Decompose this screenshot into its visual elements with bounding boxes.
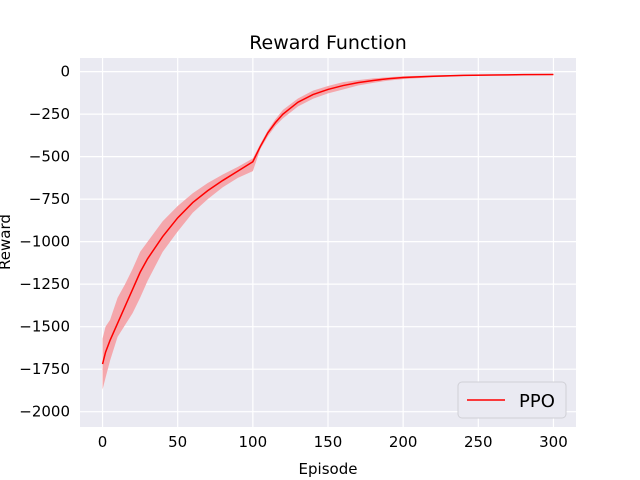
x-tick-label: 150 [314, 433, 343, 451]
series-lines [101, 73, 554, 365]
x-tick-label: 300 [539, 433, 568, 451]
y-axis-label: Reward [0, 214, 14, 270]
x-tick-label: 250 [464, 433, 493, 451]
series-line [101, 73, 554, 365]
legend-box [457, 381, 567, 419]
y-tick-label: −1250 [19, 275, 70, 293]
y-tick-label: −500 [29, 148, 70, 166]
y-tick-labels: 0 −250 −500 −750 −1000 −1250 −1500 −1750 −2000 [19, 63, 70, 421]
y-tick-label: −2000 [19, 403, 70, 421]
x-axis-label: Episode [299, 460, 358, 478]
x-tick-label: 50 [168, 433, 187, 451]
y-tick-label: −1500 [19, 318, 70, 336]
y-tick-label: −1750 [19, 360, 70, 378]
legend-label: PPO [519, 391, 555, 412]
legend: PPO [457, 381, 567, 419]
x-tick-label: 200 [389, 433, 418, 451]
grid-lines [80, 58, 576, 427]
y-tick-label: 0 [60, 63, 70, 81]
y-tick-label: −1000 [19, 233, 70, 251]
x-tick-label: 100 [239, 433, 268, 451]
y-tick-label: −750 [29, 190, 70, 208]
x-tick-label: 0 [98, 433, 108, 451]
chart-title: Reward Function [249, 32, 407, 54]
y-tick-label: −250 [29, 105, 70, 123]
x-tick-labels: 0 50 100 150 200 250 300 [98, 433, 568, 451]
